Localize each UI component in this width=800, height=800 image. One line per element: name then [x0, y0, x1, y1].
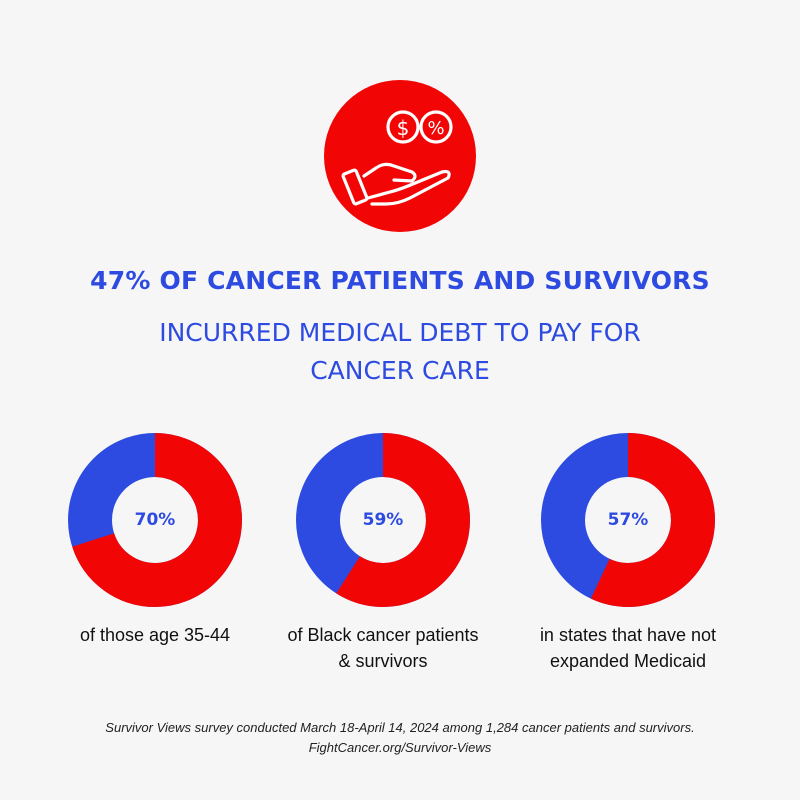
headline-stat: 47% OF CANCER PATIENTS AND SURVIVORS — [90, 266, 710, 295]
donut-percent-label: 59% — [362, 510, 404, 530]
caption-line: expanded Medicaid — [549, 651, 707, 671]
footer-source-url: FightCancer.org/Survivor-Views — [308, 740, 492, 755]
hand-money-percent-icon: $ % — [324, 80, 476, 232]
donut-caption-black-patients: of Black cancer patients & survivors — [263, 622, 503, 674]
caption-line: & survivors — [338, 651, 428, 671]
caption-line: of Black cancer patients — [287, 625, 479, 645]
donut-percent-label: 57% — [607, 510, 649, 530]
headline-subtitle-line2: CANCER CARE — [310, 356, 490, 385]
svg-text:$: $ — [397, 116, 410, 140]
headline-subtitle: INCURRED MEDICAL DEBT TO PAY FOR CANCER … — [0, 314, 800, 390]
donut-percent-label: 70% — [134, 510, 176, 530]
donut-chart-black-patients: 59% — [295, 432, 471, 608]
donut-caption-age: of those age 35-44 — [35, 622, 275, 648]
caption-line: of those age 35-44 — [79, 625, 231, 645]
donut-caption-medicaid: in states that have not expanded Medicai… — [508, 622, 748, 674]
headline-subtitle-line1: INCURRED MEDICAL DEBT TO PAY FOR — [159, 318, 641, 347]
footer-source-note: Survivor Views survey conducted March 18… — [105, 720, 695, 735]
donut-chart-age: 70% — [67, 432, 243, 608]
donut-chart-medicaid: 57% — [540, 432, 716, 608]
caption-line: in states that have not — [539, 625, 717, 645]
svg-text:%: % — [427, 118, 444, 139]
